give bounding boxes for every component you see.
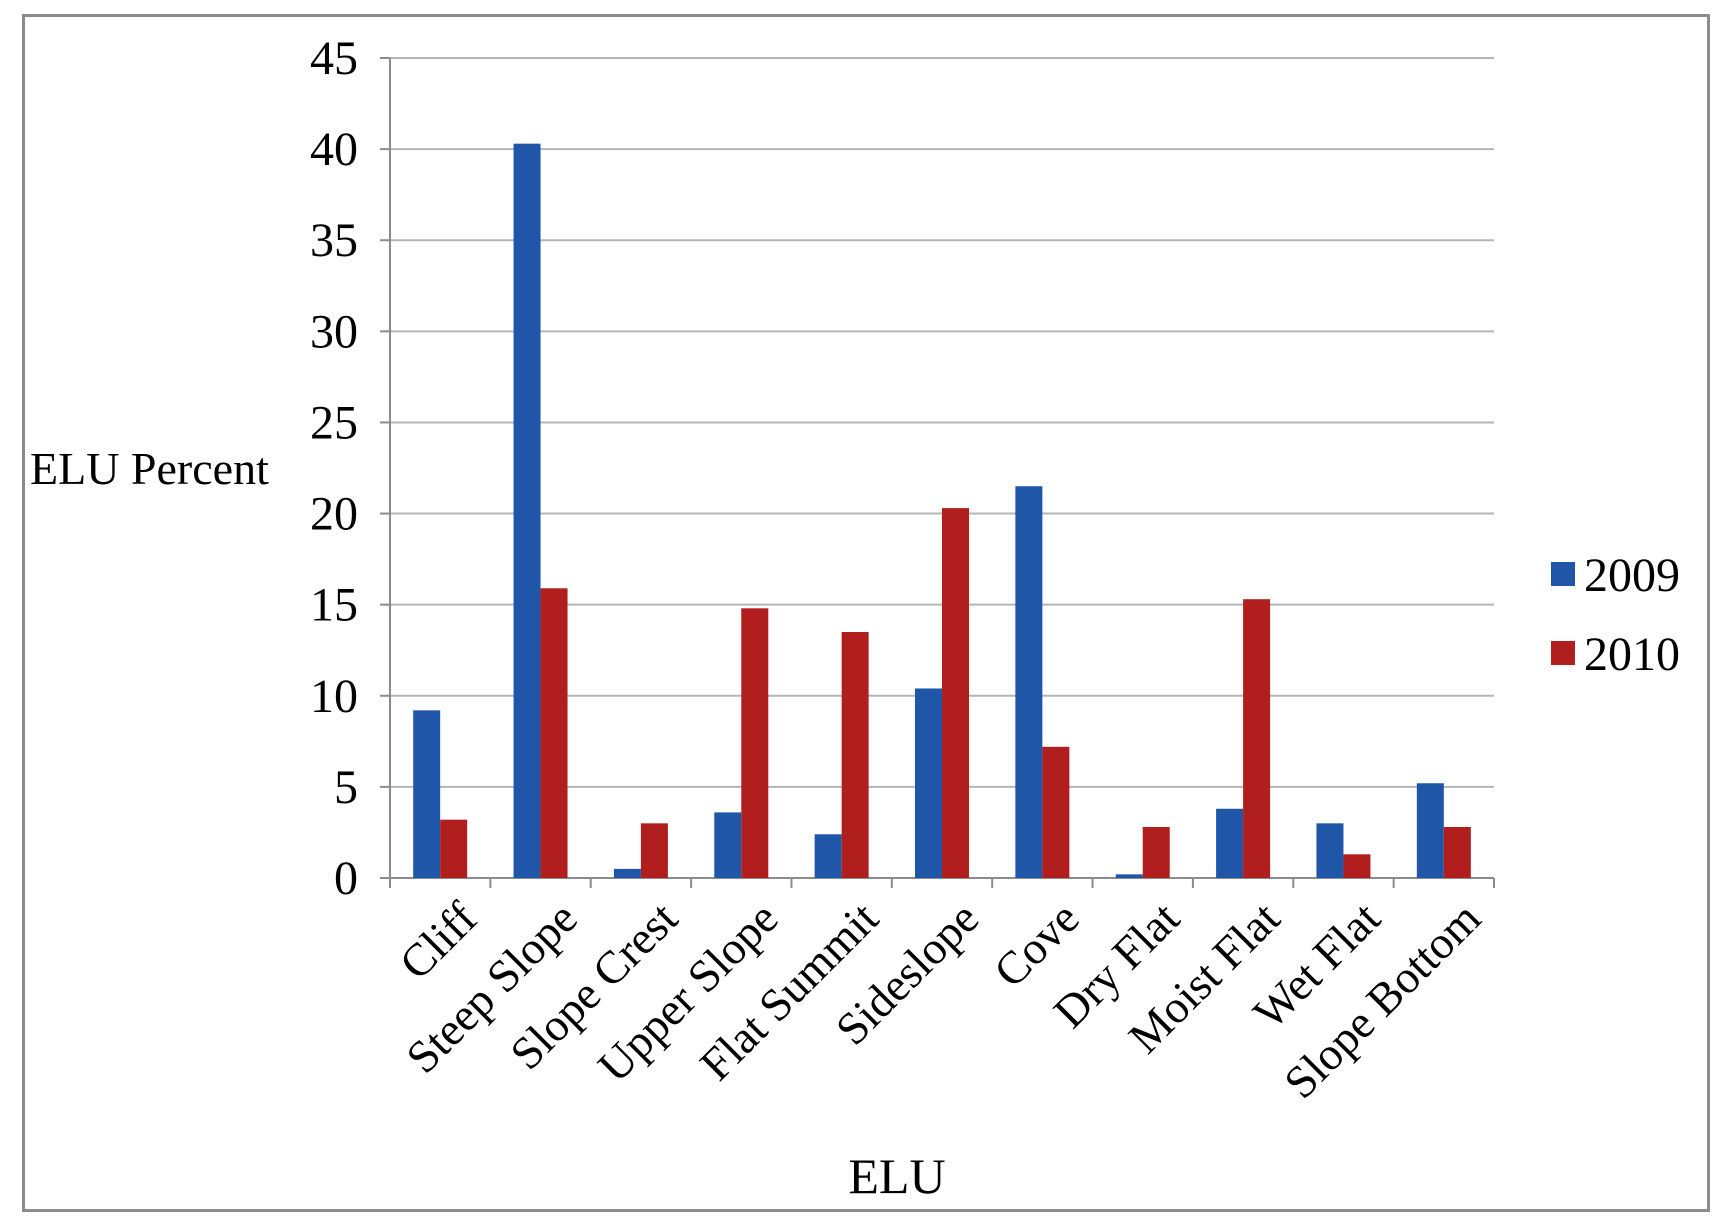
y-tick-label: 10 [310,670,358,723]
legend-swatch-2010 [1551,641,1575,665]
legend-label-2009: 2009 [1584,549,1680,602]
bar-2010-slope-bottom [1443,826,1471,878]
y-tick-label: 40 [310,123,358,176]
legend-label-2010: 2010 [1584,628,1680,681]
bar-2010-sideslope [942,508,969,878]
y-tick-label: 45 [310,32,358,85]
y-tick-label: 35 [310,214,358,267]
y-tick-label: 15 [310,579,358,632]
bar-2009-cliff [413,710,441,878]
chart-frame [22,14,1710,1212]
y-tick-label: 0 [334,852,358,905]
gridlines [390,57,1494,788]
bars [413,143,1471,879]
y-axis-label: ELU Percent [30,443,269,494]
bar-2010-flat-summit [841,632,869,878]
bar-2009-sideslope [915,688,942,878]
legend: 2009 2010 [1551,549,1680,681]
y-tick-label: 30 [310,305,358,358]
bar-2010-slope-crest [640,823,668,878]
y-tick-label: 5 [334,761,358,814]
legend-swatch-2009 [1551,562,1575,586]
x-axis-label: ELU [848,1148,945,1204]
bar-2009-moist-flat [1216,808,1244,878]
bar-2009-upper-slope [714,812,742,878]
bar-2010-dry-flat [1142,826,1170,878]
bar-2009-steep-slope [513,143,541,879]
bar-2009-flat-summit [814,834,842,878]
bar-2009-slope-crest [613,868,641,878]
bar-2010-moist-flat [1243,599,1271,878]
bar-2010-upper-slope [741,608,769,878]
y-tick-label: 25 [310,396,358,449]
bar-2010-cliff [440,819,468,878]
bar-2009-wet-flat [1316,823,1344,878]
bar-2010-steep-slope [540,588,568,878]
bar-2010-wet-flat [1343,854,1371,878]
y-tick-label: 20 [310,488,358,541]
bar-2009-cove [1015,486,1043,878]
y-tick-labels: 0 5 10 15 20 25 30 35 40 45 [310,32,358,905]
bar-2009-slope-bottom [1416,783,1444,878]
bar-2010-cove [1042,746,1070,878]
bar-2009-dry-flat [1115,874,1143,878]
